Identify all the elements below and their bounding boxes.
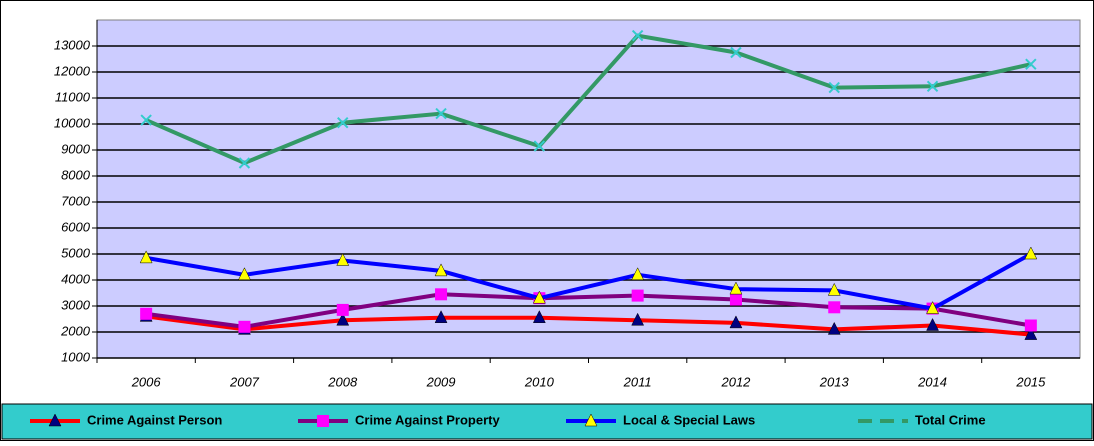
y-tick-label: 9000: [61, 141, 91, 156]
y-tick-label: 4000: [61, 271, 91, 286]
series-line: [145, 33, 1032, 166]
marker: [336, 312, 350, 326]
x-tick-label: 2011: [623, 374, 652, 389]
marker: [435, 288, 448, 301]
marker: [336, 252, 350, 266]
marker: [337, 116, 349, 129]
x-tick-label: 2013: [819, 374, 850, 389]
marker: [238, 320, 251, 333]
y-tick-label: 2000: [60, 323, 91, 338]
y-tick-label: 10000: [54, 115, 91, 130]
plot-area: [96, 19, 1081, 359]
marker: [828, 301, 841, 314]
x-tick-label: 2014: [917, 374, 947, 389]
marker: [631, 267, 645, 281]
marker: [434, 263, 448, 277]
marker: [1025, 58, 1037, 70]
x-tick-label: 2015: [1015, 374, 1046, 389]
x-tick-label: 2008: [327, 374, 358, 389]
marker: [140, 307, 153, 320]
x-tick-label: 2010: [524, 374, 555, 389]
marker: [827, 282, 841, 296]
marker: [729, 281, 743, 295]
y-tick-label: 1000: [61, 349, 91, 364]
marker: [238, 157, 251, 169]
legend-label: Total Crime: [915, 412, 986, 427]
x-tick-label: 2012: [720, 374, 751, 389]
x-tick-label: 2007: [229, 374, 260, 389]
y-tick-label: 13000: [54, 37, 91, 52]
series-line: [145, 292, 1032, 329]
series-line: [145, 314, 1032, 337]
marker: [1024, 319, 1037, 332]
marker: [827, 321, 841, 335]
y-tick-label: 5000: [61, 245, 91, 260]
x-tick-label: 2009: [426, 374, 456, 389]
marker: [926, 317, 939, 331]
marker: [336, 303, 349, 316]
marker: [1024, 327, 1038, 340]
marker: [631, 312, 645, 326]
marker: [532, 290, 546, 304]
marker: [139, 250, 153, 264]
marker: [532, 310, 546, 323]
marker: [729, 293, 742, 306]
marker: [1024, 246, 1038, 260]
legend-box: [1, 403, 1093, 440]
y-tick-label: 6000: [61, 219, 91, 234]
marker: [584, 413, 598, 427]
marker: [140, 114, 152, 126]
marker: [730, 46, 742, 59]
marker: [48, 413, 62, 427]
y-tick-label: 8000: [61, 167, 91, 182]
y-tick-label: 12000: [54, 63, 91, 78]
y-tick-label: 11000: [55, 89, 91, 104]
x-tick-label: 2006: [131, 374, 162, 389]
marker: [317, 415, 329, 427]
legend-label: Local & Special Laws: [623, 412, 755, 427]
legend-label: Crime Against Person: [87, 412, 222, 427]
marker: [631, 29, 644, 42]
series-line: [145, 252, 1032, 311]
y-tick-label: 3000: [61, 297, 91, 312]
marker: [435, 107, 447, 120]
marker: [926, 301, 939, 314]
marker: [828, 81, 840, 94]
marker: [631, 289, 644, 302]
marker: [434, 310, 448, 323]
legend-label: Crime Against Property: [355, 412, 500, 427]
marker: [533, 140, 546, 152]
marker: [729, 315, 743, 329]
y-tick-label: 7000: [61, 193, 91, 208]
marker: [238, 267, 251, 281]
marker: [926, 80, 939, 93]
